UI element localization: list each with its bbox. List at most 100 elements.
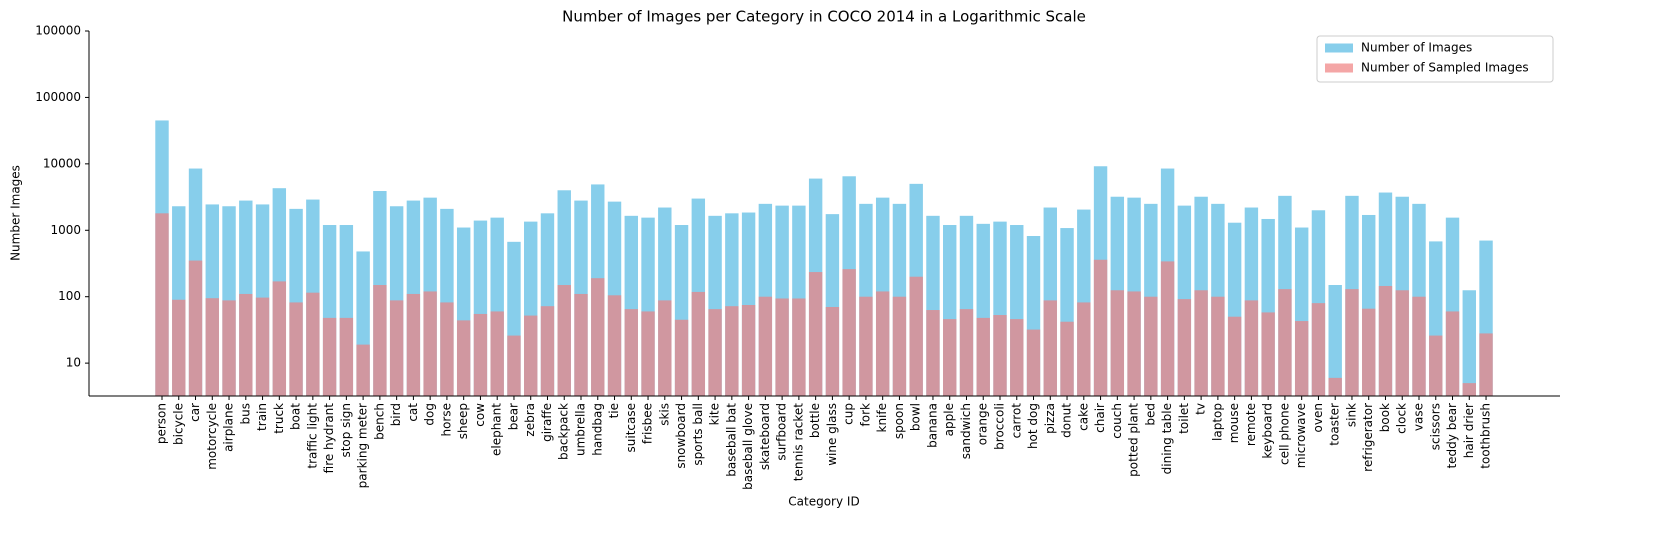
bar (641, 311, 655, 396)
bar (356, 344, 370, 396)
x-tick-label: skateboard (758, 403, 772, 470)
y-tick-label: 1000 (50, 223, 81, 237)
x-tick-label: oven (1311, 403, 1325, 432)
bar (1328, 377, 1342, 396)
x-tick-label: pizza (1043, 403, 1057, 434)
x-tick-label: person (155, 403, 169, 444)
x-tick-label: bird (389, 403, 403, 426)
bar (255, 297, 270, 396)
legend: Number of Images Number of Sampled Images (1316, 35, 1554, 83)
x-tick-label: boat (289, 403, 303, 430)
bar (859, 296, 873, 396)
bar (1093, 259, 1108, 396)
x-tick-label: cell phone (1277, 403, 1291, 465)
bar (339, 317, 354, 396)
x-tick-label: toothbrush (1479, 403, 1493, 469)
bar (993, 315, 1007, 396)
x-tick-label: fork (858, 403, 872, 427)
bar (691, 291, 706, 396)
x-tick-label: surfboard (775, 403, 789, 461)
x-tick-label: suitcase (624, 403, 638, 452)
bar (1010, 319, 1024, 396)
bar (1227, 316, 1242, 396)
bar (591, 278, 605, 396)
bar (943, 319, 957, 396)
x-tick-label: broccoli (993, 403, 1007, 450)
bar (440, 302, 454, 396)
x-tick-label: donut (1060, 403, 1074, 438)
y-tick-label: 100 (58, 289, 81, 303)
x-tick-label: giraffe (540, 403, 554, 442)
bar (205, 298, 219, 396)
bar (1345, 289, 1359, 396)
x-tick-label: horse (439, 403, 453, 437)
x-tick-label: train (255, 403, 269, 431)
bar (389, 300, 404, 396)
bar (1395, 290, 1409, 396)
bar (959, 309, 974, 396)
y-tick-label: 10000 (43, 156, 81, 170)
bar (1244, 300, 1259, 396)
bar (1462, 290, 1476, 396)
x-tick-label: microwave (1294, 403, 1308, 468)
x-tick-label: toaster (1328, 403, 1342, 446)
x-tick-label: potted plant (1127, 403, 1141, 477)
x-tick-label: chair (1093, 403, 1107, 433)
bar (1311, 303, 1326, 396)
x-tick-label: handbag (590, 403, 604, 456)
bar (758, 296, 773, 396)
x-tick-label: knife (875, 403, 889, 433)
x-tick-label: mouse (1227, 403, 1241, 443)
bar (423, 291, 437, 396)
bar (674, 319, 689, 396)
bar (1445, 311, 1460, 396)
x-tick-label: parking meter (356, 403, 370, 488)
x-tick-label: banana (925, 403, 939, 448)
bar (540, 306, 555, 396)
x-tick-label: frisbee (641, 403, 655, 444)
bar (825, 306, 840, 396)
bar (490, 311, 504, 396)
bar (1479, 333, 1493, 396)
x-tick-label: baseball glove (741, 403, 755, 490)
bar (1127, 291, 1141, 396)
x-tick-label: remote (1244, 403, 1258, 446)
x-tick-label: bicycle (171, 403, 185, 445)
x-tick-label: truck (272, 403, 286, 434)
x-tick-label: scissors (1428, 403, 1442, 450)
x-tick-label: dog (423, 403, 437, 426)
bar (741, 305, 756, 396)
x-tick-label: traffic light (305, 403, 319, 469)
x-tick-label: bed (1143, 403, 1157, 426)
x-tick-label: snowboard (674, 403, 688, 469)
x-tick-label: backpack (557, 403, 571, 460)
bar (524, 315, 538, 396)
legend-label: Number of Images (1361, 41, 1472, 55)
chart-title: Number of Images per Category in COCO 20… (562, 8, 1086, 26)
x-tick-label: umbrella (574, 403, 588, 456)
x-tick-label: bus (238, 403, 252, 424)
legend-swatch (1325, 43, 1353, 53)
bar (1110, 290, 1125, 396)
x-tick-label: baseball bat (724, 403, 738, 477)
bar (725, 306, 739, 396)
x-tick-label: cow (473, 403, 487, 427)
bar (976, 317, 990, 396)
bar (792, 298, 806, 396)
bar (473, 313, 488, 396)
x-tick-label: apple (942, 403, 956, 436)
bar (1429, 335, 1443, 396)
bar (808, 272, 823, 396)
bar (1328, 285, 1342, 396)
bar (373, 285, 387, 396)
bar (239, 293, 253, 396)
bar (1144, 296, 1158, 396)
x-tick-label: dining table (1160, 403, 1174, 474)
y-tick-label: 10 (66, 356, 81, 370)
x-tick-label: carrot (1009, 403, 1023, 439)
bar (1412, 296, 1426, 396)
x-tick-label: tie (607, 403, 621, 418)
x-tick-label: keyboard (1261, 403, 1275, 459)
legend-box (1316, 35, 1554, 83)
x-tick-label: sandwich (959, 403, 973, 459)
